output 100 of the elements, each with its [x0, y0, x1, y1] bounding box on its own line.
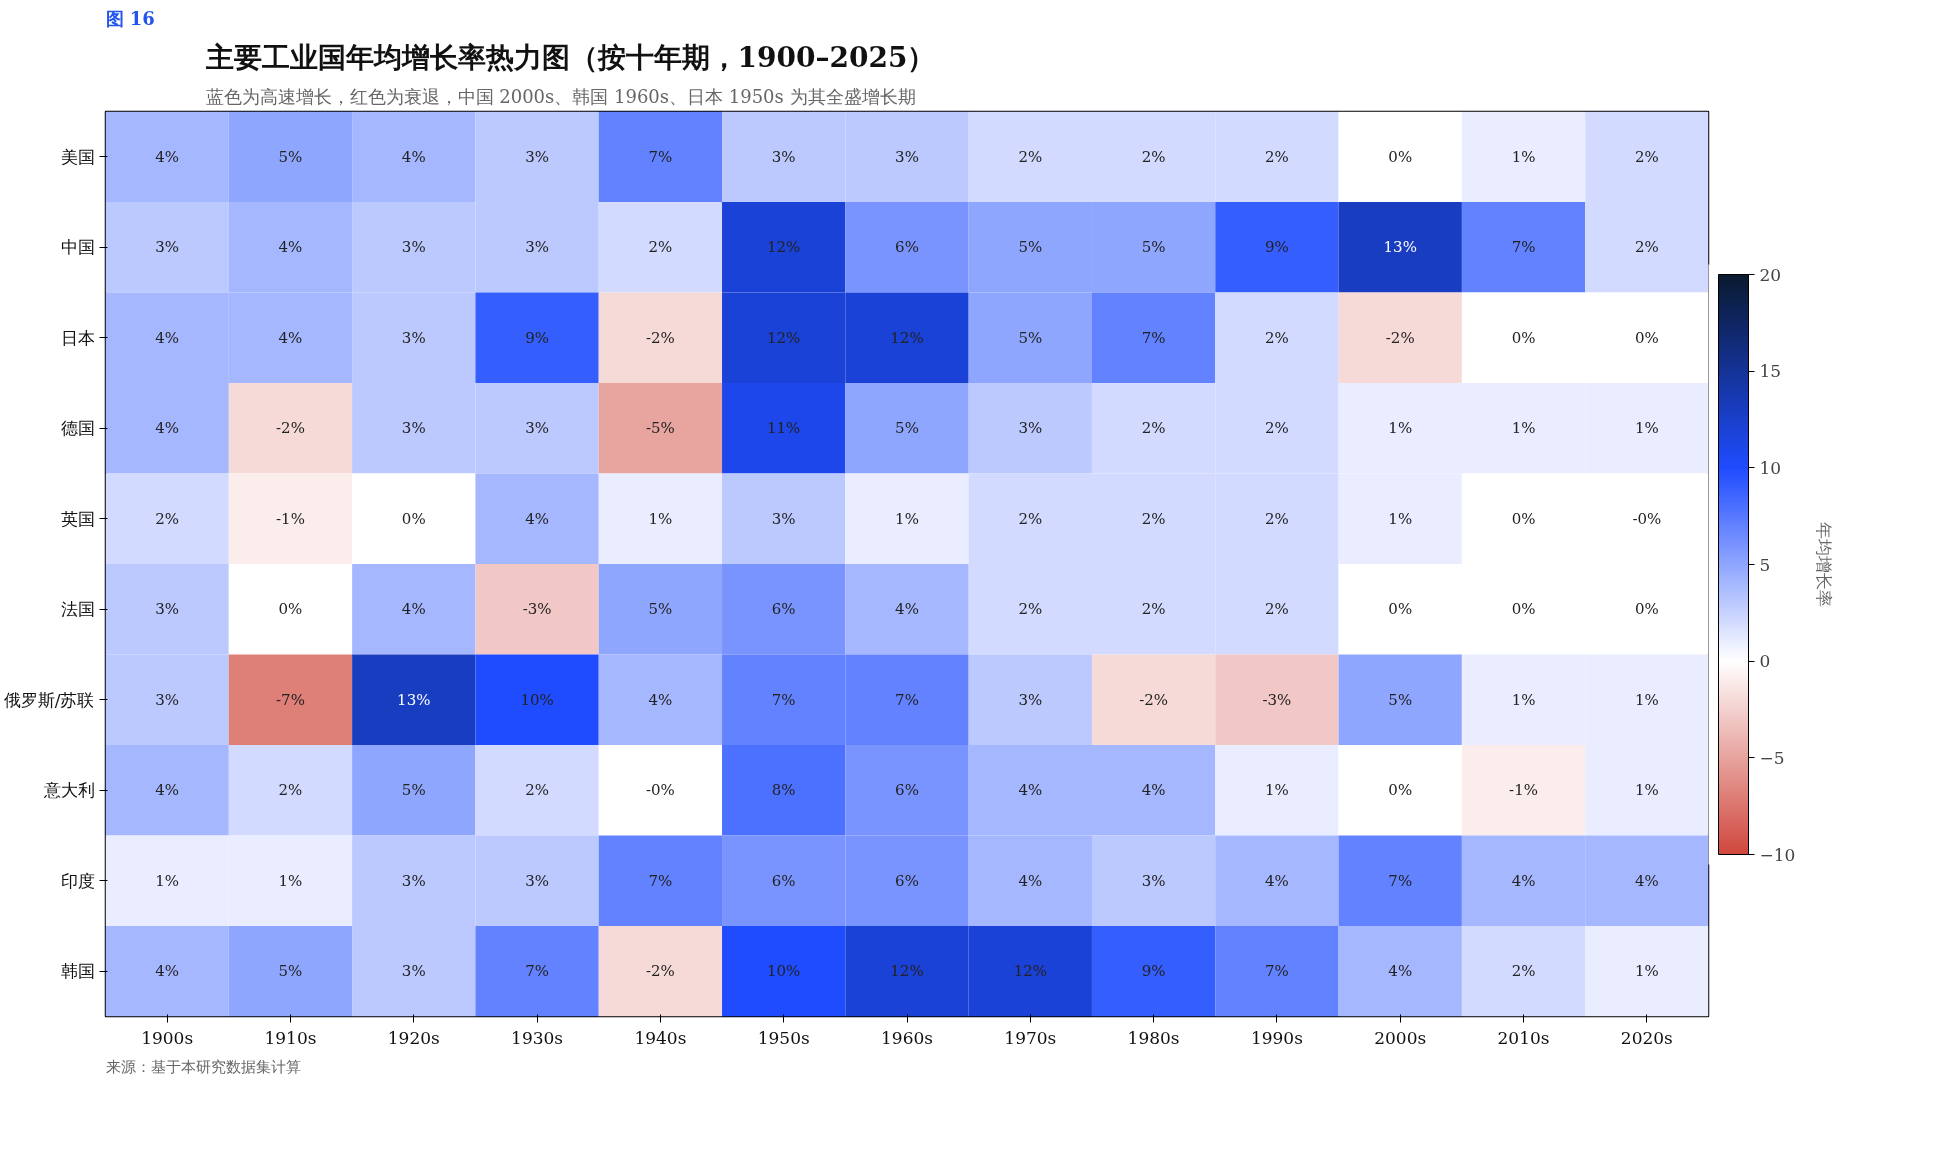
- data-label: 1%: [1511, 147, 1536, 166]
- caption: 图 16: [105, 7, 155, 29]
- data-label: 3%: [1141, 871, 1166, 890]
- data-label: -2%: [645, 328, 675, 347]
- x-tick-label: 1910s: [264, 1027, 317, 1048]
- data-label: 8%: [771, 781, 796, 800]
- data-label: 12%: [890, 328, 924, 347]
- data-label: 3%: [771, 509, 796, 528]
- data-label: -3%: [522, 600, 552, 619]
- data-label: 4%: [278, 238, 303, 257]
- color-bar-label: −10: [1759, 844, 1796, 865]
- data-label: 4%: [401, 147, 426, 166]
- chart-title: 主要工业国年均增长率热力图（按十年期，1900–2025）: [204, 40, 936, 74]
- data-label: 9%: [1141, 962, 1166, 981]
- data-label: 3%: [1018, 690, 1043, 709]
- data-label: 12%: [1013, 962, 1047, 981]
- y-tick-label: 韩国: [60, 961, 95, 982]
- data-label: 4%: [525, 509, 549, 528]
- data-label: 1%: [1634, 419, 1659, 438]
- data-label: 3%: [1018, 419, 1043, 438]
- color-bar-title: 年均增长率: [1813, 521, 1834, 607]
- x-tick-label: 2010s: [1497, 1027, 1550, 1048]
- data-label: 3%: [525, 871, 549, 890]
- data-label: 0%: [1511, 328, 1536, 347]
- data-label: 2%: [1018, 147, 1043, 166]
- data-label: 3%: [401, 238, 426, 257]
- x-tick-label: 1950s: [757, 1027, 810, 1048]
- data-label: -1%: [1509, 781, 1538, 800]
- data-label: -0%: [1632, 509, 1662, 528]
- data-label: 2%: [1141, 147, 1166, 166]
- data-label: 7%: [648, 147, 673, 166]
- data-label: 7%: [1265, 962, 1289, 981]
- data-label: 7%: [648, 871, 673, 890]
- data-label: 4%: [1018, 781, 1043, 800]
- x-tick-label: 2020s: [1620, 1027, 1673, 1048]
- data-label: 4%: [155, 962, 180, 981]
- data-label: 11%: [767, 419, 801, 438]
- data-label: -2%: [276, 419, 305, 438]
- data-label: 3%: [525, 147, 549, 166]
- data-label: 6%: [895, 871, 919, 890]
- data-label: 1%: [1634, 690, 1659, 709]
- data-label: 7%: [1511, 238, 1536, 257]
- data-label: 0%: [278, 600, 303, 619]
- data-label: 3%: [401, 871, 426, 890]
- data-label: 4%: [1018, 871, 1043, 890]
- data-label: 1%: [1265, 781, 1289, 800]
- data-label: 4%: [895, 600, 919, 619]
- data-label: 0%: [1388, 781, 1413, 800]
- data-label: 7%: [1141, 328, 1166, 347]
- data-label: 0%: [1511, 600, 1536, 619]
- data-label: 4%: [155, 328, 180, 347]
- data-label: 2%: [1634, 238, 1659, 257]
- data-label: 2%: [1265, 419, 1289, 438]
- data-label: 2%: [1511, 962, 1536, 981]
- color-bar-label: 15: [1759, 361, 1782, 382]
- data-label: 3%: [525, 419, 549, 438]
- data-label: 3%: [155, 690, 180, 709]
- data-label: 5%: [648, 600, 673, 619]
- data-label: -2%: [1385, 328, 1415, 347]
- data-label: 3%: [155, 238, 180, 257]
- data-label: 3%: [155, 600, 180, 619]
- x-tick-label: 1960s: [881, 1027, 934, 1048]
- y-tick-label: 美国: [60, 146, 95, 167]
- y-tick-label: 中国: [60, 237, 95, 258]
- data-label: 3%: [771, 147, 796, 166]
- data-label: 2%: [1141, 600, 1166, 619]
- data-label: 0%: [401, 509, 426, 528]
- data-label: 6%: [771, 600, 796, 619]
- color-bar-label: 10: [1759, 457, 1782, 478]
- data-label: 6%: [895, 781, 919, 800]
- y-tick-label: 法国: [60, 599, 95, 620]
- data-label: -7%: [276, 690, 305, 709]
- data-label: 13%: [1383, 238, 1417, 257]
- data-label: 1%: [155, 871, 180, 890]
- data-label: 0%: [1511, 509, 1536, 528]
- x-tick-label: 1970s: [1004, 1027, 1057, 1048]
- data-label: 1%: [278, 871, 303, 890]
- data-label: 1%: [1388, 509, 1413, 528]
- data-label: 0%: [1634, 600, 1659, 619]
- x-tick-label: 1900s: [141, 1027, 194, 1048]
- data-label: 2%: [1265, 509, 1289, 528]
- data-label: 5%: [278, 962, 303, 981]
- data-label: 0%: [1634, 328, 1659, 347]
- data-label: 4%: [1141, 781, 1166, 800]
- y-tick-label: 印度: [60, 870, 95, 891]
- data-label: 2%: [525, 781, 549, 800]
- data-label: 4%: [1634, 871, 1659, 890]
- data-label: 12%: [767, 238, 801, 257]
- data-label: 4%: [1265, 871, 1289, 890]
- data-label: 5%: [278, 147, 303, 166]
- data-label: 4%: [278, 328, 303, 347]
- data-label: 7%: [525, 962, 549, 981]
- chart-subtitle: 蓝色为高速增长，红色为衰退，中国 2000s、韩国 1960s、日本 1950s 为其全盛增长期: [205, 85, 916, 107]
- data-label: 1%: [1634, 962, 1659, 981]
- data-label: 0%: [1388, 147, 1413, 166]
- data-label: 2%: [1265, 328, 1289, 347]
- data-label: 1%: [1511, 419, 1536, 438]
- data-label: 5%: [1018, 328, 1043, 347]
- y-tick-label: 日本: [60, 327, 95, 348]
- data-label: 5%: [401, 781, 426, 800]
